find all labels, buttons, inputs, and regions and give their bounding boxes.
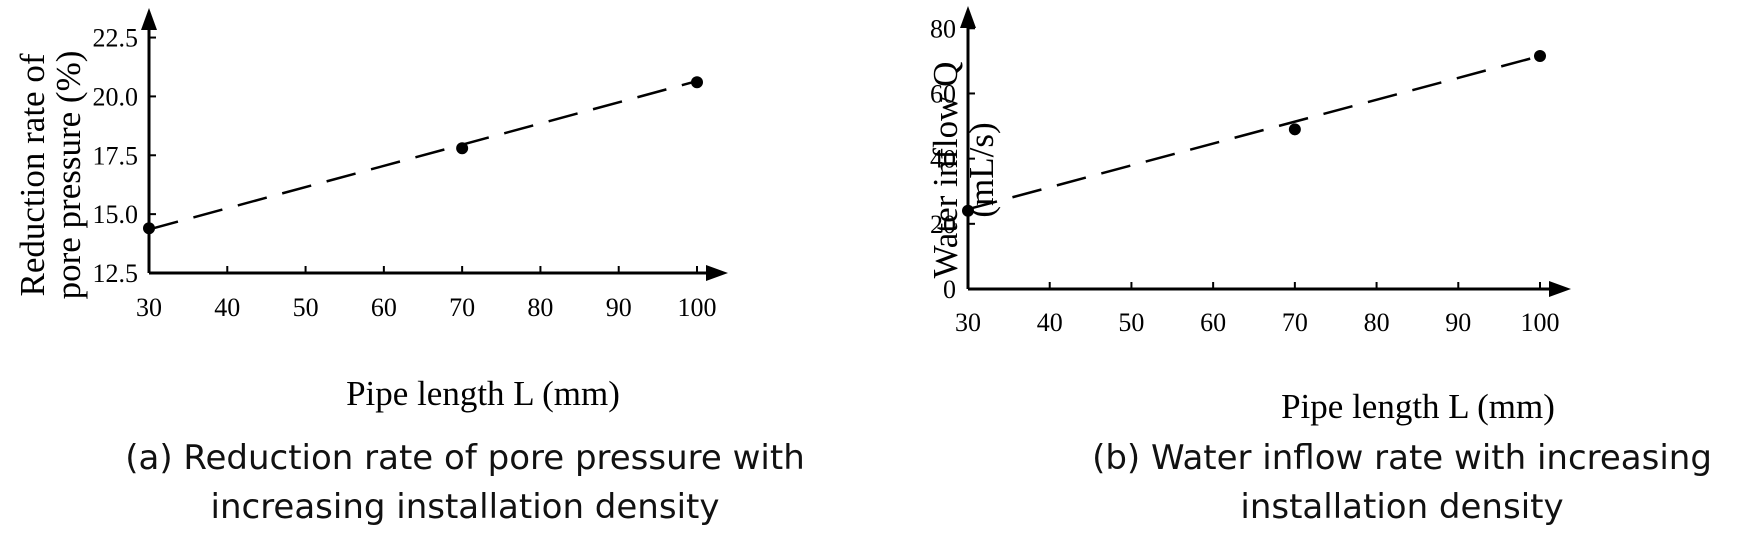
y-axis-title-b: Water inflow Q (mL/s): [926, 62, 1001, 279]
x-axis-arrow: [1549, 281, 1571, 297]
data-point: [456, 142, 469, 155]
x-tick-label: 100: [1521, 308, 1560, 337]
x-axis-title-a: Pipe length L (mm): [346, 374, 620, 413]
x-tick-label: 70: [1282, 308, 1308, 337]
chart-b: 0 20 40 60 80 30 40 50 60 70 80 90 100 Water inflow…: [926, 6, 1712, 527]
y-tick-label: 22.5: [93, 24, 139, 53]
x-tick-label: 30: [955, 308, 981, 337]
x-tick-labels-a: 30 40 50 60 70 80 90 100: [136, 293, 717, 322]
x-tick-label: 40: [214, 293, 240, 322]
y-tick-label: 20: [930, 210, 956, 239]
caption-b-line-1: (b) Water inflow rate with increasing: [1092, 438, 1712, 478]
y-axis-arrow: [960, 6, 976, 28]
data-point: [1288, 123, 1301, 136]
trend-line: [967, 54, 1541, 211]
y-tick-label: 20.0: [93, 82, 139, 111]
marks-a: [141, 8, 728, 281]
caption-a-line-1: (a) Reduction rate of pore pressure with: [125, 438, 805, 478]
data-point: [691, 76, 703, 89]
chart-a: 12.5 15.0 17.5 20.0 22.5 30 40 50 60 70 80 90 100 R…: [13, 8, 805, 527]
x-tick-label: 50: [1118, 308, 1144, 337]
data-point: [1534, 49, 1546, 62]
y-tick-label: 40: [930, 145, 956, 174]
data-point: [143, 222, 155, 235]
y-tick-labels-b: 0 20 40 60 80: [930, 14, 956, 304]
x-tick-label: 30: [136, 293, 162, 322]
marks-b: [960, 6, 1571, 297]
x-tick-label: 60: [1200, 308, 1226, 337]
y-axis-title-line-1: Water inflow Q: [926, 62, 965, 279]
x-tick-label: 50: [293, 293, 319, 322]
x-axis-arrow: [706, 265, 728, 281]
x-tick-label: 80: [527, 293, 553, 322]
y-tick-label: 0: [943, 275, 956, 304]
x-axis-title-b: Pipe length L (mm): [1281, 387, 1555, 426]
x-tick-label: 100: [678, 293, 717, 322]
caption-b-line-2: installation density: [1240, 487, 1563, 527]
x-tick-label: 40: [1037, 308, 1063, 337]
y-tick-label: 17.5: [93, 141, 139, 170]
y-axis-title-line-1: Reduction rate of: [13, 53, 52, 296]
y-axis-title-a: Reduction rate of pore pressure (%): [13, 51, 88, 300]
y-tick-label: 12.5: [93, 259, 139, 288]
x-tick-labels-b: 30 40 50 60 70 80 90 100: [955, 308, 1560, 337]
y-axis-title-line-2: (mL/s): [962, 122, 1001, 217]
x-tick-label: 90: [606, 293, 632, 322]
x-tick-label: 80: [1364, 308, 1390, 337]
trend-line: [148, 79, 698, 231]
x-tick-label: 90: [1445, 308, 1471, 337]
y-tick-label: 15.0: [93, 200, 139, 229]
x-tick-label: 70: [449, 293, 475, 322]
x-tick-label: 60: [371, 293, 397, 322]
y-tick-label: 60: [930, 79, 956, 108]
caption-a-line-2: increasing installation density: [211, 487, 720, 527]
y-tick-label: 80: [930, 14, 956, 43]
y-axis-title-line-2: pore pressure (%): [49, 51, 88, 300]
y-tick-labels-a: 12.5 15.0 17.5 20.0 22.5: [93, 24, 139, 288]
data-point: [962, 204, 974, 217]
y-axis-arrow: [141, 8, 157, 30]
